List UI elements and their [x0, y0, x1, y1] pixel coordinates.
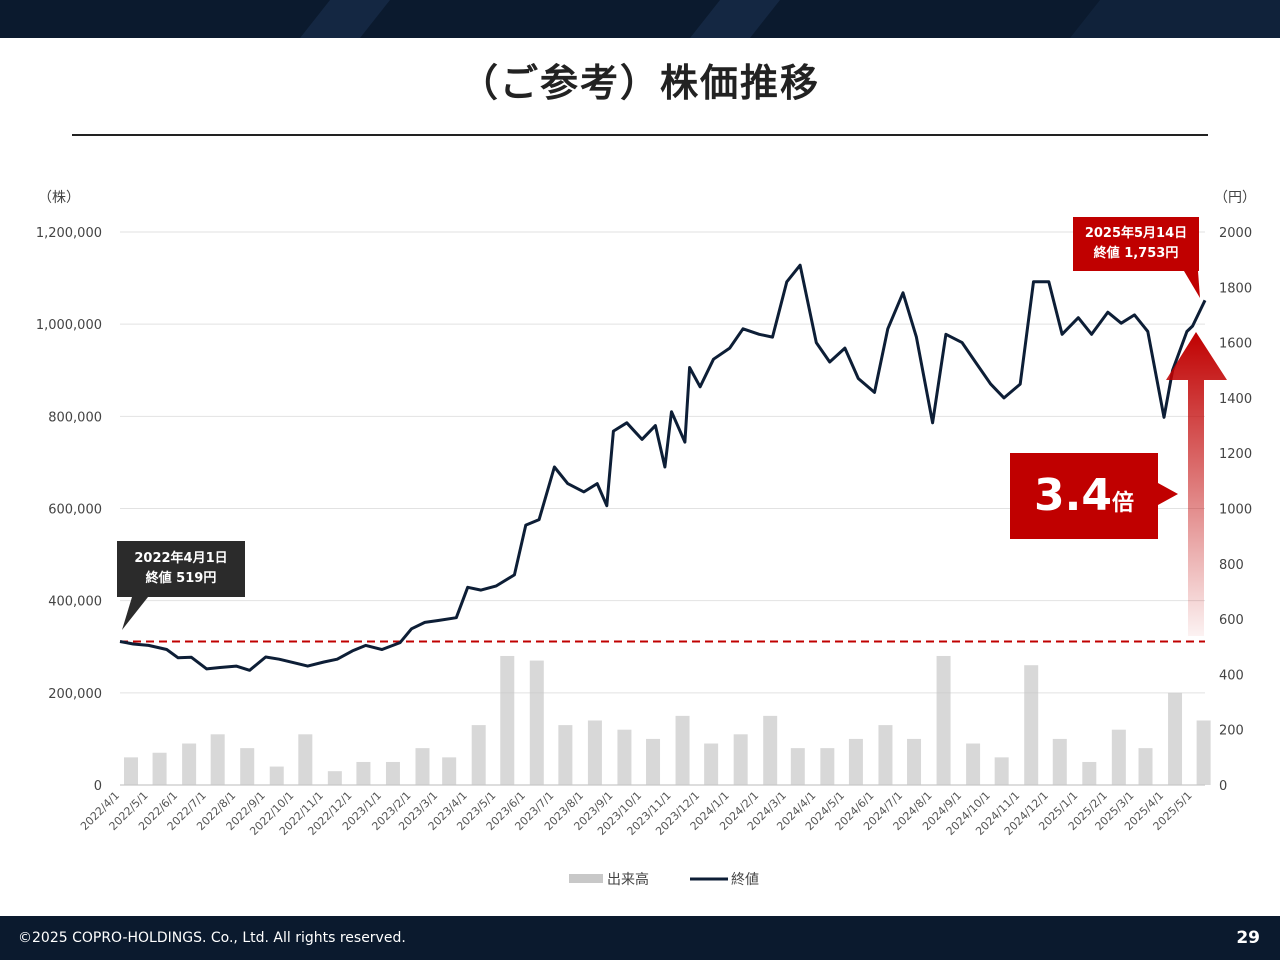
page-number: 29	[1236, 928, 1260, 948]
volume-bar	[646, 738, 661, 785]
end-callout: 2025年5月14日 終値 1,753円	[1073, 217, 1199, 271]
title-divider	[72, 134, 1208, 136]
end-callout-date: 2025年5月14日	[1084, 226, 1188, 241]
volume-bar	[1138, 748, 1153, 785]
y-right-tick-label: 0	[1219, 779, 1227, 794]
y-right-tick-label: 600	[1219, 613, 1244, 628]
y-left-tick-label: 200,000	[48, 687, 102, 702]
volume-bar	[820, 748, 835, 785]
multiple-box-pointer	[1158, 483, 1178, 505]
start-callout: 2022年4月1日 終値 519円	[117, 541, 245, 597]
y-left-tick-label: 1,200,000	[36, 226, 102, 241]
volume-bar	[210, 734, 225, 785]
volume-bar	[1196, 720, 1211, 785]
y-right-tick-label: 1800	[1219, 281, 1252, 296]
volume-bar	[1168, 692, 1183, 785]
growth-multiple-unit: 倍	[1111, 491, 1134, 516]
y-right-tick-label: 1600	[1219, 337, 1252, 352]
volume-bar	[327, 771, 342, 785]
volume-bar	[1082, 761, 1097, 785]
volume-bar	[182, 743, 197, 785]
legend-label-volume: 出来高	[607, 871, 649, 888]
start-callout-pointer	[122, 597, 148, 630]
y-right-tick-label: 1400	[1219, 392, 1252, 407]
volume-bar	[966, 743, 981, 785]
copyright-text: ©2025 COPRO-HOLDINGS. Co., Ltd. All righ…	[18, 930, 406, 946]
y-left-tick-label: 400,000	[48, 595, 102, 610]
y-right-tick-label: 400	[1219, 668, 1244, 683]
start-callout-date: 2022年4月1日	[134, 551, 228, 566]
volume-bar	[529, 660, 544, 785]
volume-bar	[1052, 738, 1067, 785]
page-title: （ご参考）株価推移	[459, 61, 820, 105]
volume-bar	[848, 738, 863, 785]
volume-bar	[704, 743, 719, 785]
volume-bar	[471, 725, 486, 785]
volume-bar	[907, 738, 922, 785]
stock-chart: 0 200,000 400,000 600,000 800,000 1,000,000 1,…	[36, 190, 1256, 888]
legend-swatch-volume	[569, 874, 603, 883]
y-right-tick-label: 800	[1219, 558, 1244, 573]
volume-bar	[500, 655, 515, 785]
y-left-tick-label: 800,000	[48, 410, 102, 425]
top-banner	[0, 0, 1280, 38]
volume-bar	[790, 748, 805, 785]
growth-multiple-box: 3.4倍	[1010, 453, 1158, 539]
volume-bar	[763, 715, 778, 785]
footer-bar: ©2025 COPRO-HOLDINGS. Co., Ltd. All righ…	[0, 916, 1280, 960]
volume-bar	[356, 761, 371, 785]
volume-bar	[1024, 665, 1039, 785]
volume-bar	[675, 715, 690, 785]
y-right-unit: （円）	[1214, 190, 1256, 206]
y-right-tick-label: 1200	[1219, 447, 1252, 462]
end-callout-price: 終値 1,753円	[1093, 246, 1179, 261]
growth-arrow	[1166, 332, 1227, 636]
volume-bar	[442, 757, 457, 785]
volume-bar	[269, 766, 284, 785]
volume-bar	[298, 734, 313, 785]
y-right-tick-label: 200	[1219, 724, 1244, 739]
y-left-tick-label: 0	[94, 779, 102, 794]
y-left-tick-label: 1,000,000	[36, 318, 102, 333]
volume-bar	[385, 761, 400, 785]
volume-bar	[240, 748, 255, 785]
volume-bar	[878, 725, 893, 785]
volume-bar	[124, 757, 138, 785]
volume-bar	[587, 720, 602, 785]
growth-multiple-value: 3.4	[1034, 470, 1112, 521]
start-callout-price: 終値 519円	[145, 571, 217, 586]
y-right-tick-label: 2000	[1219, 226, 1252, 241]
y-left-unit: （株）	[38, 190, 80, 206]
end-callout-pointer	[1184, 271, 1200, 298]
volume-bar	[936, 655, 951, 785]
volume-bar	[733, 734, 748, 785]
volume-bar	[994, 757, 1009, 785]
close-price-line	[119, 263, 1207, 672]
banner-decoration	[300, 0, 1280, 38]
y-left-tick-label: 600,000	[48, 503, 102, 518]
volume-bar	[617, 729, 632, 785]
volume-bar	[558, 725, 573, 785]
volume-bar	[152, 752, 167, 785]
y-right-tick-label: 1000	[1219, 503, 1252, 518]
legend-label-close: 終値	[731, 872, 759, 888]
volume-bar	[415, 748, 430, 785]
volume-bar	[1111, 729, 1126, 785]
